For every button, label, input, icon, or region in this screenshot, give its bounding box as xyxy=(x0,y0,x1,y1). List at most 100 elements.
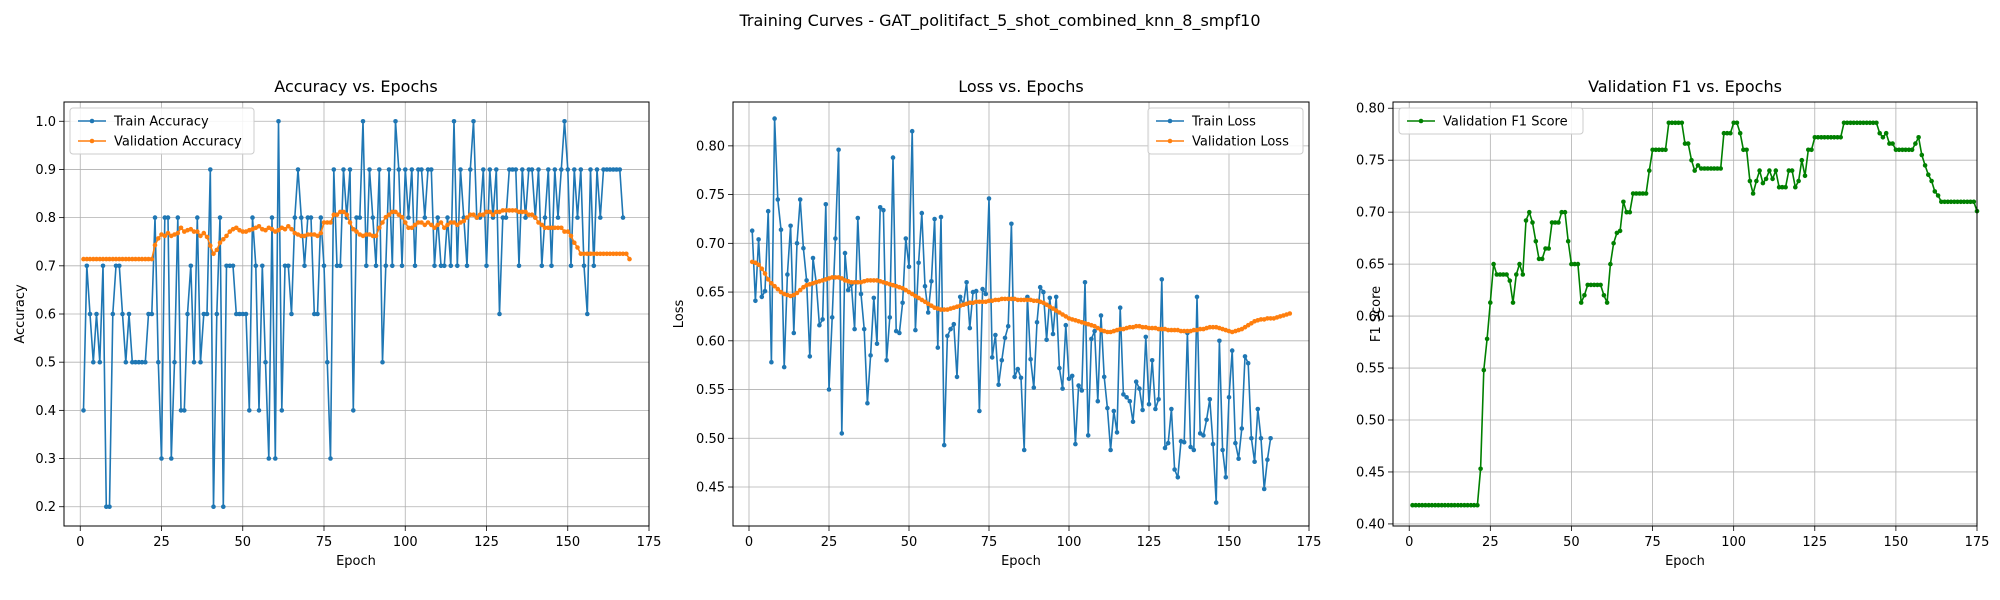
data-point xyxy=(448,263,454,269)
y-tick-label: 0.6 xyxy=(35,308,56,323)
data-point xyxy=(1462,502,1467,508)
data-point xyxy=(1854,120,1860,126)
data-point xyxy=(1702,166,1707,171)
data-point xyxy=(1172,327,1177,333)
data-point xyxy=(1669,120,1675,126)
data-point xyxy=(315,233,320,239)
y-tick-label: 0.75 xyxy=(696,188,725,203)
data-point xyxy=(1585,282,1590,288)
data-point xyxy=(536,220,541,225)
data-point xyxy=(130,256,135,262)
data-point xyxy=(383,214,389,220)
data-point xyxy=(1191,327,1197,333)
data-point xyxy=(1156,397,1161,402)
data-point xyxy=(529,212,535,217)
data-point xyxy=(1223,475,1229,480)
data-point xyxy=(1287,311,1293,316)
data-point xyxy=(1552,220,1558,225)
data-point xyxy=(347,220,353,225)
x-tick-label: 100 xyxy=(393,535,418,550)
data-point xyxy=(198,233,203,239)
legend: Train Accuracy Validation Accuracy xyxy=(69,107,255,155)
data-point xyxy=(973,288,979,294)
legend: Train Loss Validation Loss xyxy=(1147,107,1304,155)
y-tick-label: 0.65 xyxy=(1356,258,1385,273)
data-point xyxy=(759,266,765,272)
data-point xyxy=(1744,147,1749,153)
data-point xyxy=(1169,327,1174,333)
y-tick-label: 0.7 xyxy=(35,259,56,274)
data-point xyxy=(165,215,171,220)
data-point xyxy=(110,256,116,262)
data-point xyxy=(406,225,411,231)
y-tick-label: 0.65 xyxy=(696,286,725,301)
data-point xyxy=(925,310,931,315)
data-point xyxy=(487,209,493,215)
data-point xyxy=(1242,354,1248,359)
data-point xyxy=(539,263,545,269)
data-point xyxy=(1169,406,1174,412)
data-point xyxy=(778,227,784,232)
data-point xyxy=(289,311,294,317)
data-point xyxy=(1268,316,1273,321)
data-point xyxy=(364,263,369,269)
data-point xyxy=(1890,141,1895,146)
data-point xyxy=(1416,502,1422,508)
data-point xyxy=(1465,502,1470,508)
data-point xyxy=(1692,168,1697,173)
loss-plot: 0 25 50 75 100 125 150 175 0.45 0.50 0.55 0.60 0.65 0… xyxy=(696,101,1321,550)
data-point xyxy=(1442,502,1448,508)
data-point xyxy=(1539,256,1545,262)
x-tick-label: 0 xyxy=(745,535,753,550)
data-point xyxy=(165,230,171,236)
data-point xyxy=(1085,433,1091,438)
data-point xyxy=(852,280,857,285)
data-point xyxy=(1893,147,1899,153)
data-point xyxy=(455,263,460,269)
data-point xyxy=(386,167,392,172)
data-point xyxy=(852,326,857,332)
data-point xyxy=(1044,337,1049,343)
data-point xyxy=(1750,191,1756,196)
data-point xyxy=(1939,199,1944,205)
data-point xyxy=(552,225,558,231)
data-point xyxy=(126,311,132,317)
data-point xyxy=(1204,417,1209,423)
data-point xyxy=(1695,163,1701,168)
data-point xyxy=(1432,502,1438,508)
data-point xyxy=(351,408,356,413)
data-point xyxy=(1663,147,1668,153)
data-point xyxy=(260,263,265,269)
data-point xyxy=(591,251,597,257)
data-point xyxy=(113,256,119,262)
data-point xyxy=(1207,397,1213,402)
data-point xyxy=(169,456,174,461)
data-point xyxy=(162,233,168,239)
data-point xyxy=(292,215,298,220)
data-point xyxy=(315,311,320,317)
data-point xyxy=(1121,392,1126,397)
data-point xyxy=(344,212,350,217)
data-point xyxy=(967,325,973,331)
data-point xyxy=(1504,272,1509,277)
data-point xyxy=(536,167,541,172)
data-point xyxy=(1796,178,1801,184)
data-point xyxy=(1799,157,1805,163)
data-point xyxy=(1776,184,1782,190)
data-point xyxy=(1066,376,1072,382)
data-point xyxy=(1617,228,1623,234)
x-tick-label: 175 xyxy=(1965,535,1990,550)
data-point xyxy=(1527,209,1532,215)
data-point xyxy=(1108,447,1113,453)
data-point xyxy=(996,382,1001,388)
data-point xyxy=(191,229,197,234)
data-point xyxy=(1630,191,1636,196)
data-point xyxy=(117,263,122,269)
x-tick-label: 50 xyxy=(234,535,251,550)
data-point xyxy=(136,359,142,365)
data-point xyxy=(373,233,379,239)
data-point xyxy=(1073,441,1078,447)
data-point xyxy=(227,263,233,269)
data-point xyxy=(523,215,528,220)
data-point xyxy=(916,260,921,266)
